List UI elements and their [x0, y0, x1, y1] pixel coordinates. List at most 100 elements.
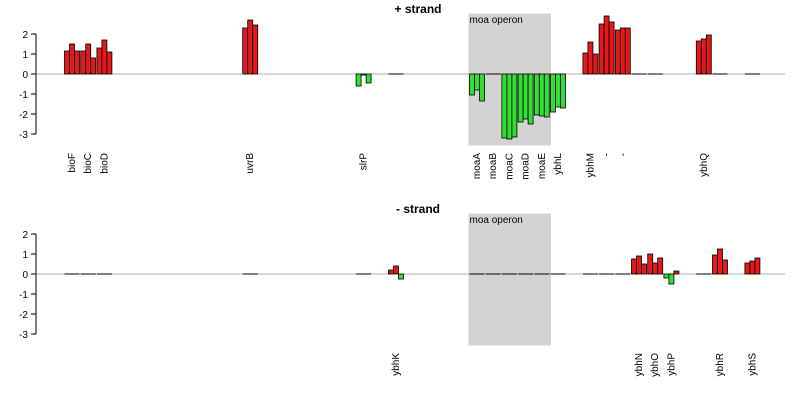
bar	[511, 73, 518, 138]
bar	[469, 73, 475, 96]
bar	[631, 258, 637, 275]
bar	[624, 27, 631, 75]
bar	[474, 73, 480, 91]
bar	[560, 73, 566, 109]
bar	[722, 259, 728, 275]
bar	[619, 27, 626, 75]
bar	[527, 73, 534, 125]
bar	[69, 43, 75, 75]
bar	[663, 273, 670, 279]
bar	[479, 73, 485, 102]
gene-label: ybhP	[666, 353, 677, 376]
bar	[355, 73, 362, 87]
bar	[533, 73, 540, 116]
gene-label: bioF	[67, 153, 78, 172]
gene-label: moaA	[472, 153, 483, 179]
gene-label: bioC	[83, 153, 94, 174]
bar	[517, 73, 524, 123]
bar	[101, 39, 108, 75]
bar	[673, 270, 680, 275]
gene-label: moaB	[488, 153, 499, 179]
bar	[592, 53, 599, 75]
y-tick-label: 0	[22, 270, 28, 281]
y-tick-label: -1	[19, 290, 28, 301]
bar	[501, 73, 508, 139]
gene-label: bioD	[99, 153, 110, 174]
y-tick-label: -2	[19, 310, 28, 321]
bar	[587, 41, 594, 75]
bar	[538, 73, 545, 117]
bar	[522, 73, 529, 120]
gene-label: ybhS	[747, 353, 758, 376]
plus-strand-panel: moa operon -3 -2 -1 0 1 2 + strand bioF bioC bioD u…	[19, 2, 785, 180]
y-tick-label: -3	[19, 330, 28, 341]
bar	[388, 269, 394, 275]
bar	[582, 52, 589, 75]
panel-title: + strand	[394, 2, 441, 16]
bar	[80, 50, 87, 75]
bar	[393, 265, 399, 275]
gene-label: slrP	[359, 153, 370, 171]
gene-label: moaD	[521, 153, 532, 180]
y-tick-label: 1	[22, 250, 28, 261]
gene-label: -	[602, 153, 613, 156]
gene-label: ybhR	[715, 353, 726, 376]
bar	[543, 73, 550, 118]
bar	[705, 34, 712, 75]
bar	[598, 23, 605, 75]
bar	[636, 255, 642, 275]
bar	[106, 51, 113, 75]
bar	[668, 273, 675, 285]
gene-label: ybhM	[585, 153, 596, 177]
bar	[641, 263, 647, 275]
bar	[555, 73, 561, 108]
bar	[749, 260, 756, 275]
gene-label: ybhK	[391, 353, 402, 376]
gene-label: ybhO	[650, 353, 661, 377]
y-tick-label: -3	[19, 130, 28, 141]
gene-label: moaC	[504, 153, 515, 180]
bar	[96, 47, 103, 75]
bar	[506, 73, 513, 140]
gene-label: ybhL	[553, 153, 564, 175]
bar	[657, 257, 664, 275]
bar	[712, 254, 718, 275]
gene-label: uvrB	[245, 153, 256, 174]
y-tick-label: 1	[22, 50, 28, 61]
gene-label: ybhQ	[699, 153, 710, 177]
bar	[608, 21, 615, 75]
bar	[614, 29, 621, 75]
gene-label: moaE	[537, 153, 548, 179]
bar	[695, 40, 702, 75]
y-tick-label: 0	[22, 70, 28, 81]
bar	[652, 262, 659, 275]
bar	[647, 253, 654, 275]
bar	[242, 27, 249, 75]
bar	[64, 50, 70, 75]
bar	[90, 57, 97, 75]
highlight-region-label: moa operon	[470, 215, 523, 226]
highlight-region-label: moa operon	[470, 15, 523, 26]
bar	[744, 262, 751, 275]
y-tick-label: -1	[19, 90, 28, 101]
bar	[252, 24, 259, 75]
bar	[365, 73, 372, 84]
bar	[360, 73, 367, 76]
bar	[717, 248, 723, 275]
y-tick-label: -2	[19, 110, 28, 121]
y-tick-label: 2	[22, 30, 28, 41]
bar	[754, 257, 761, 275]
highlight-region	[468, 213, 551, 346]
bar	[247, 19, 254, 75]
bar	[398, 273, 404, 280]
panel-title: - strand	[396, 202, 440, 216]
minus-strand-panel: moa operon -3 -2 -1 0 1 2 - strand ybhK ybhN ybhO y…	[19, 202, 785, 377]
bar	[550, 73, 556, 113]
bar	[74, 50, 80, 75]
bar	[603, 15, 610, 75]
y-tick-label: 2	[22, 230, 28, 241]
bar	[700, 38, 707, 75]
gene-label: -	[618, 153, 629, 156]
gene-label: ybhN	[634, 353, 645, 376]
